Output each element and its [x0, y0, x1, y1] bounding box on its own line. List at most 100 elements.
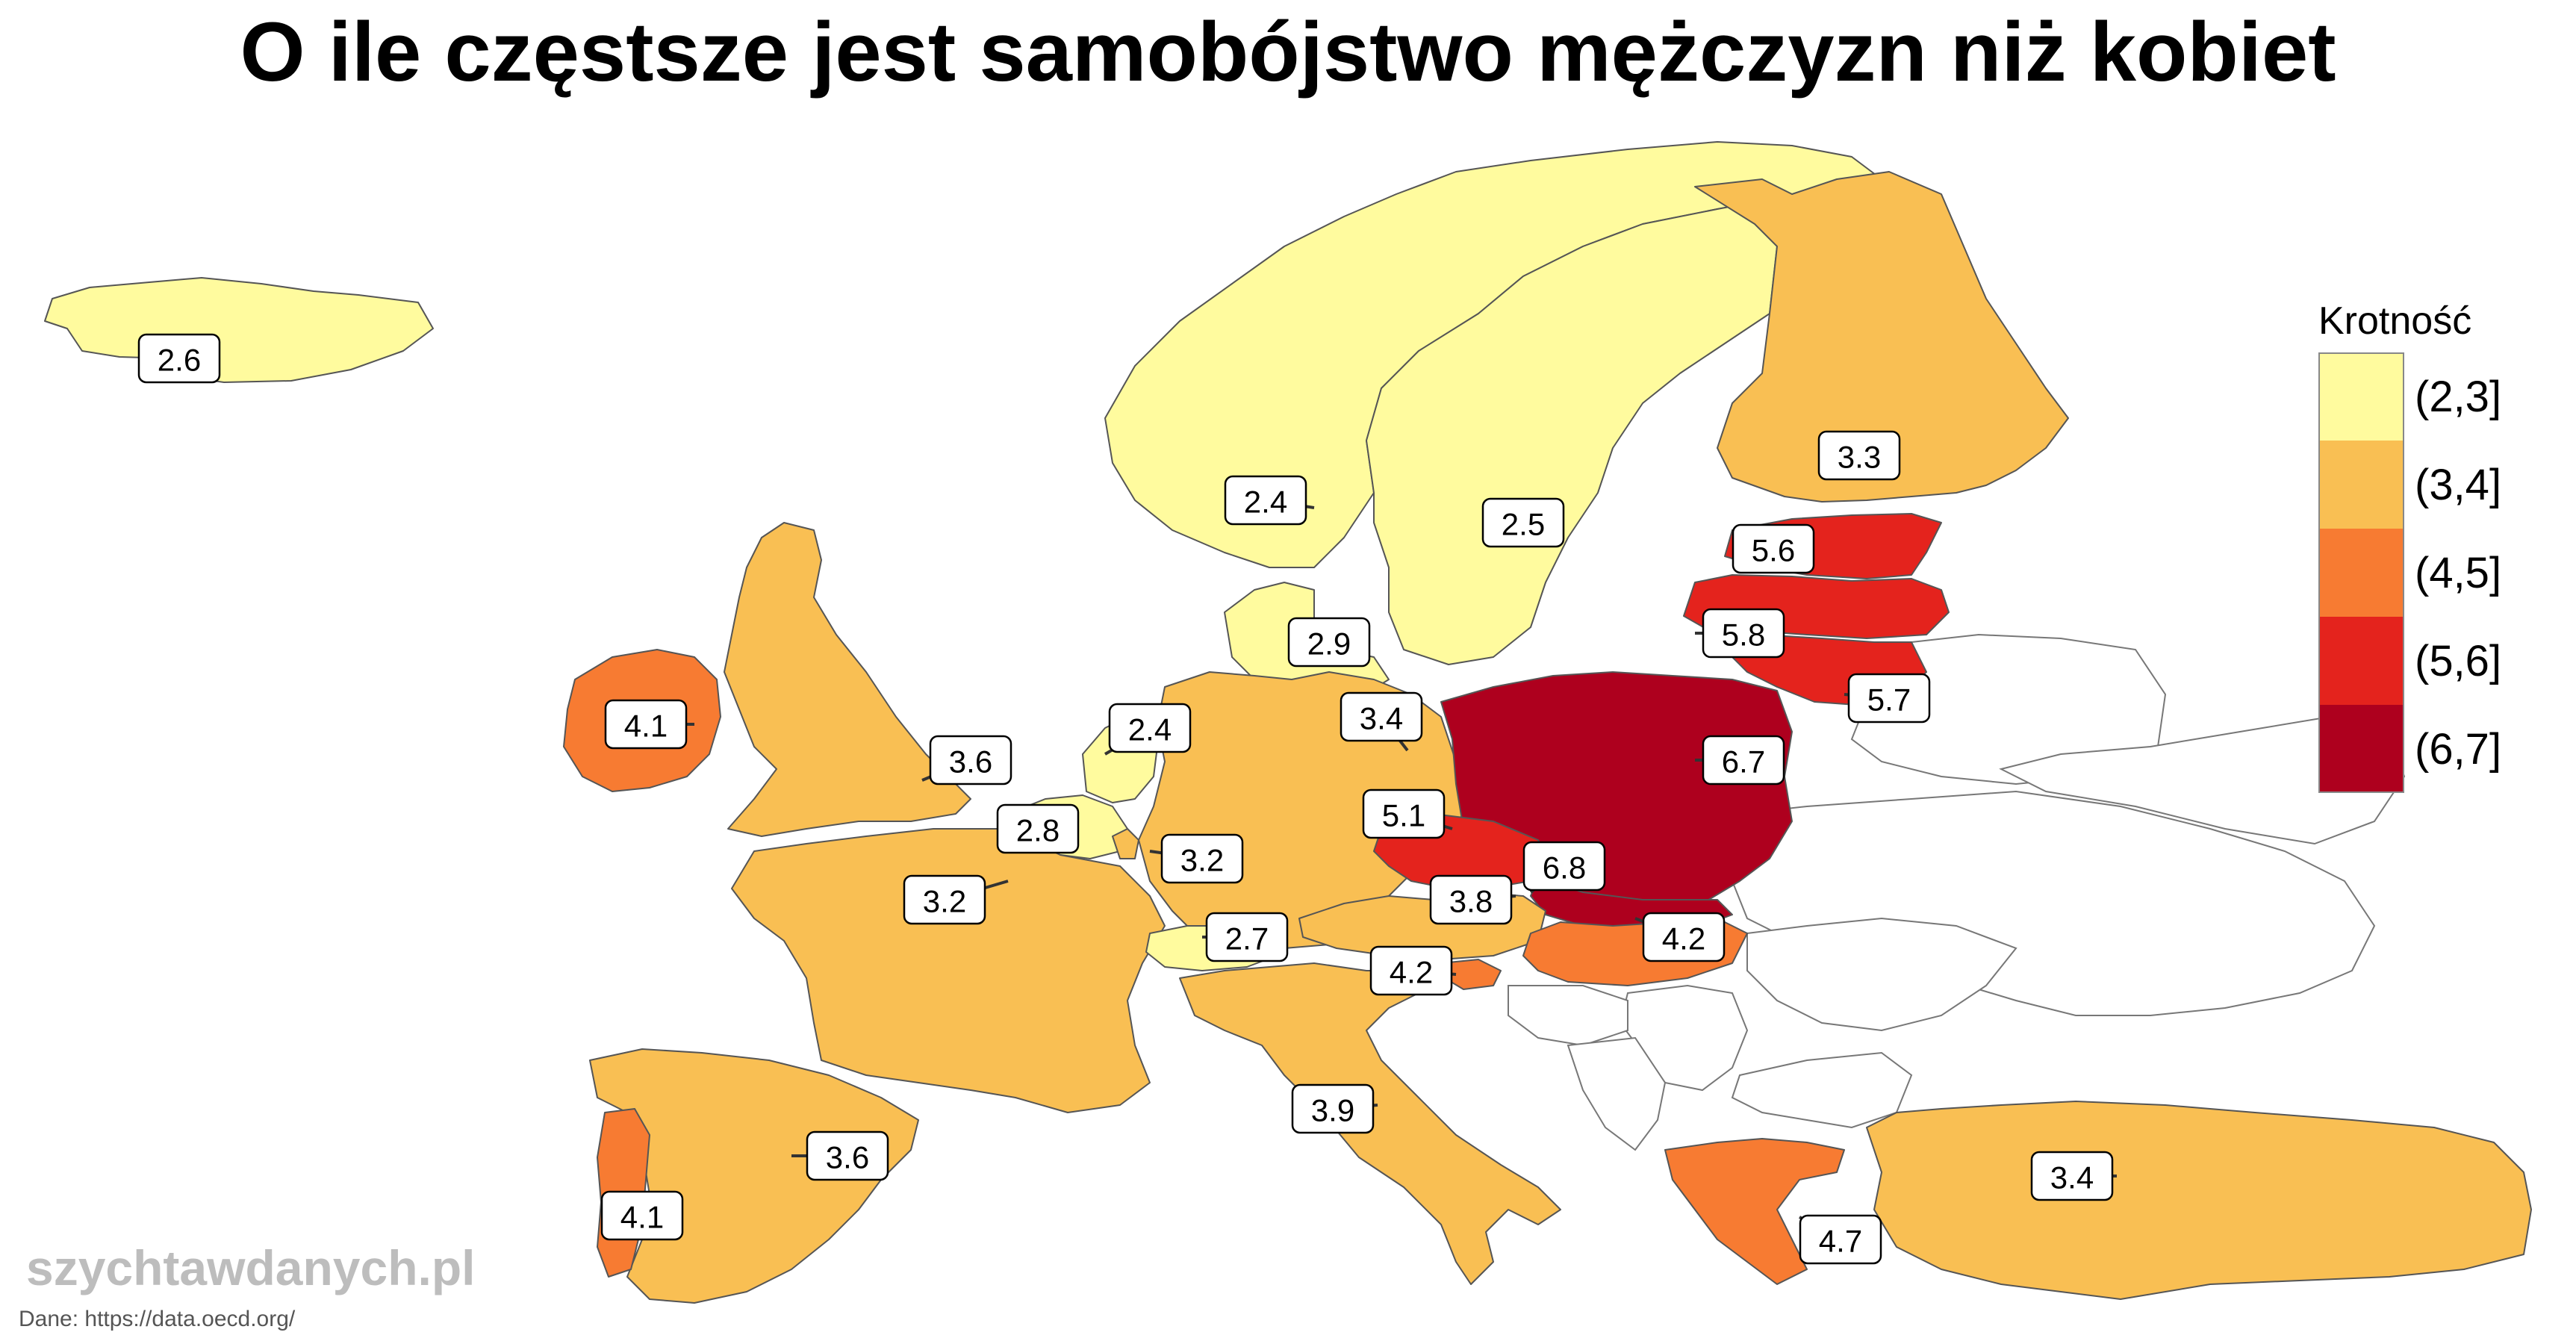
label-box	[1847, 673, 1931, 724]
label-value: 3.9	[1311, 1093, 1354, 1128]
value-label: 5.6	[1732, 523, 1815, 574]
legend-swatch	[2318, 705, 2404, 793]
no-data-countries	[1508, 633, 2406, 1151]
label-box	[1429, 874, 1513, 925]
map-title: O ile częstsze jest samobójstwo mężczyzn…	[240, 5, 2336, 99]
label-box	[1108, 703, 1192, 753]
value-label: 2.5	[1481, 497, 1565, 548]
label-value: 5.6	[1752, 533, 1795, 568]
value-label: 3.2	[903, 874, 1009, 925]
country-no-data	[1746, 917, 2017, 1032]
value-label: 6.8	[1522, 841, 1606, 894]
label-value: 3.3	[1838, 440, 1881, 475]
label-box	[903, 874, 986, 925]
label-box	[1522, 841, 1606, 892]
label-box	[1205, 912, 1289, 962]
label-value: 5.7	[1867, 682, 1911, 718]
brand-watermark: szychtawdanych.pl	[26, 1240, 476, 1295]
label-value: 2.6	[158, 343, 201, 378]
label-value: 2.4	[1128, 712, 1172, 747]
country-shape	[1694, 171, 2069, 503]
label-box	[1481, 497, 1565, 548]
label-box	[1362, 788, 1446, 839]
value-label: 2.4	[1104, 703, 1192, 756]
label-box	[1291, 1083, 1375, 1134]
legend-item: (5,6]	[2318, 617, 2501, 705]
label-value: 4.7	[1819, 1224, 1862, 1259]
label-value: 4.2	[1390, 955, 1433, 990]
label-value: 3.2	[1180, 843, 1224, 878]
value-label: 6.7	[1695, 735, 1785, 785]
country-shape	[724, 522, 971, 837]
country-shape	[1664, 1138, 1845, 1285]
label-box	[1287, 617, 1371, 668]
country-no-data	[1999, 715, 2406, 845]
legend-item: (6,7]	[2318, 705, 2501, 793]
value-label: 3.6	[791, 1130, 889, 1181]
country-no-data	[1508, 985, 1628, 1047]
legend-label: (4,5]	[2415, 548, 2502, 597]
label-value: 2.7	[1225, 921, 1269, 956]
label-value: 6.7	[1722, 744, 1765, 780]
label-box	[929, 735, 1012, 785]
label-value: 4.2	[1662, 921, 1705, 956]
label-value: 3.6	[826, 1140, 869, 1175]
value-label: 5.8	[1695, 608, 1785, 659]
country-shape	[44, 277, 434, 383]
label-value: 4.1	[620, 1200, 664, 1235]
label-box	[996, 803, 1080, 854]
legend-swatch	[2318, 441, 2404, 529]
legend-swatch	[2318, 529, 2404, 617]
value-label: 2.4	[1224, 475, 1315, 526]
label-value: 2.9	[1307, 626, 1351, 662]
value-label: 5.1	[1362, 788, 1453, 839]
legend-label: (3,4]	[2415, 460, 2502, 509]
value-label: 4.2	[1634, 912, 1726, 962]
label-box	[1702, 608, 1785, 659]
value-label: 3.4	[1340, 691, 1423, 752]
legend-item: (3,4]	[2318, 441, 2501, 529]
legend-item: (2,3]	[2318, 352, 2501, 441]
value-label: 2.8	[996, 803, 1080, 854]
label-value: 3.4	[2050, 1160, 2094, 1195]
label-box	[600, 1190, 684, 1241]
label-value: 5.8	[1722, 617, 1765, 653]
legend-title: Krotność	[2318, 299, 2472, 343]
legend-label: (2,3]	[2415, 372, 2502, 421]
country-no-data	[1567, 1036, 1667, 1151]
value-label: 3.4	[2030, 1151, 2117, 1201]
label-box	[806, 1130, 889, 1181]
value-label: 2.7	[1202, 912, 1289, 962]
label-value: 6.8	[1543, 850, 1586, 886]
legend-item: (4,5]	[2318, 529, 2501, 617]
label-value: 4.1	[624, 709, 668, 744]
value-label: 4.1	[600, 1190, 684, 1241]
legend-label: (6,7]	[2415, 724, 2502, 774]
label-box	[1817, 430, 1901, 481]
value-label: 4.1	[604, 699, 694, 750]
legend-swatch	[2318, 617, 2404, 705]
label-box	[1702, 735, 1785, 785]
label-value: 3.2	[923, 884, 966, 919]
label-value: 2.5	[1502, 507, 1545, 542]
country-shape	[1866, 1101, 2532, 1300]
value-label: 4.7	[1799, 1214, 1882, 1265]
country-shape	[1366, 197, 1778, 665]
label-value: 3.6	[949, 744, 992, 780]
label-value: 2.8	[1016, 813, 1060, 848]
label-value: 3.4	[1360, 701, 1403, 736]
value-label: 2.6	[137, 333, 221, 384]
value-label: 3.3	[1817, 430, 1901, 481]
label-box	[2030, 1151, 2114, 1201]
label-box	[137, 333, 221, 384]
label-value: 5.1	[1382, 798, 1425, 833]
value-label: 4.2	[1369, 945, 1457, 996]
value-label: 3.2	[1149, 833, 1244, 884]
value-label: 3.8	[1429, 874, 1516, 925]
legend-items: (2,3] (3,4] (4,5] (5,6] (6,7]	[2318, 352, 2501, 793]
label-box	[1799, 1214, 1882, 1265]
label-box	[1160, 833, 1244, 884]
label-box	[1642, 912, 1726, 962]
label-value: 3.8	[1449, 884, 1493, 919]
